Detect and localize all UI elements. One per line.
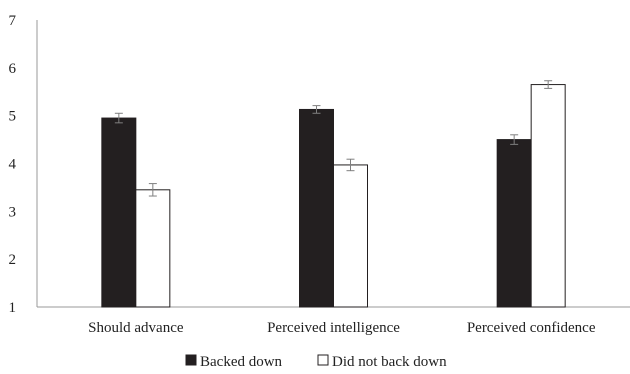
bar-backed-down <box>101 117 137 308</box>
legend-label: Did not back down <box>332 354 447 370</box>
y-tick-label: 2 <box>9 252 17 268</box>
bar-did-not-back-down <box>530 84 566 308</box>
y-tick-label: 1 <box>9 300 17 316</box>
legend-swatch <box>185 354 197 366</box>
y-tick-label: 5 <box>9 109 17 125</box>
y-tick-label: 7 <box>9 13 17 29</box>
legend-label: Backed down <box>200 354 283 370</box>
bar-backed-down <box>299 108 334 308</box>
y-tick-label: 3 <box>9 204 17 220</box>
x-category-label: Should advance <box>88 320 184 336</box>
y-tick-label: 4 <box>9 157 17 173</box>
bar-did-not-back-down <box>135 189 171 308</box>
x-category-label: Perceived confidence <box>467 320 596 336</box>
legend-swatch <box>317 354 329 366</box>
bar-backed-down <box>496 139 532 308</box>
bar-did-not-back-down <box>333 164 368 308</box>
x-category-label: Perceived intelligence <box>267 320 400 336</box>
y-tick-label: 6 <box>9 61 17 77</box>
